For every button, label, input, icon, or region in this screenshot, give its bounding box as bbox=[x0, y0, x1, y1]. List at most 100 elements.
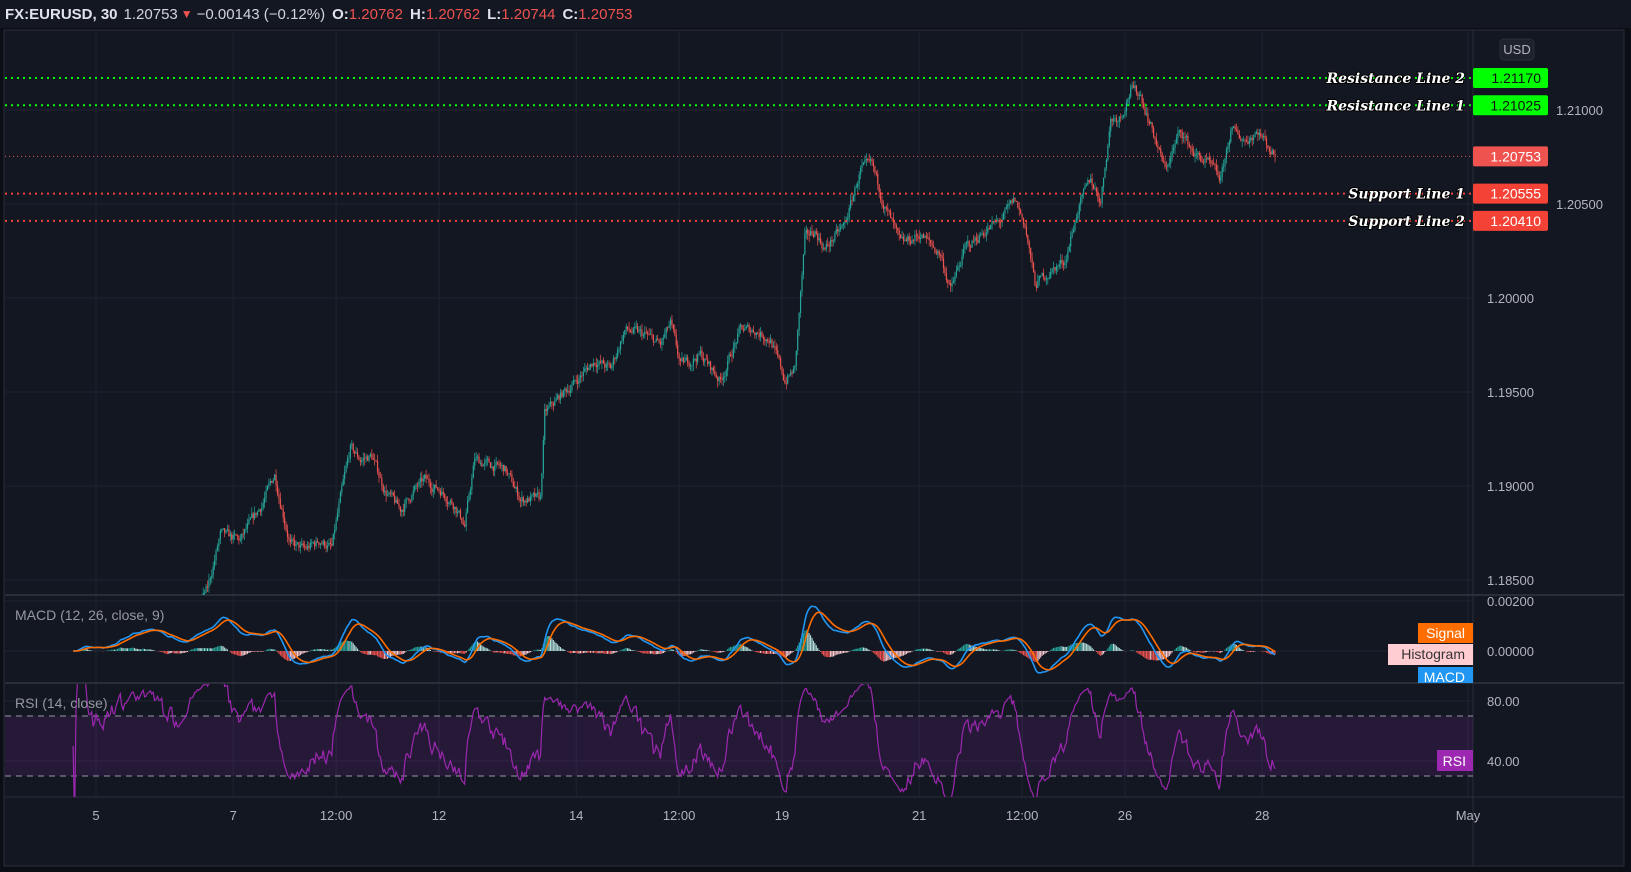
candle-body bbox=[611, 364, 613, 369]
candle-body bbox=[654, 341, 656, 343]
candle-body bbox=[642, 334, 644, 336]
price-tick-label: 1.20500 bbox=[1556, 197, 1603, 212]
candle-body bbox=[246, 523, 249, 529]
candle-body bbox=[761, 331, 763, 337]
candle-body bbox=[1237, 130, 1239, 135]
indicator-tick-label: 40.00 bbox=[1487, 754, 1520, 769]
candle-body bbox=[838, 229, 840, 232]
candle-body bbox=[930, 240, 932, 243]
candle-body bbox=[1157, 145, 1159, 149]
candle-body bbox=[685, 357, 687, 361]
candle-body bbox=[341, 485, 343, 493]
candle-body bbox=[1210, 160, 1212, 162]
candle-body bbox=[488, 458, 490, 463]
rsi-plot bbox=[72, 684, 1276, 797]
candle-body bbox=[245, 528, 247, 530]
macd-tag-label: MACD bbox=[1424, 669, 1465, 685]
candle-body bbox=[1088, 180, 1090, 183]
candle-body bbox=[326, 545, 329, 549]
candle-body bbox=[298, 542, 300, 548]
symbol-header: FX:EURUSD, 30 1.20753 ▼ −0.00143 (−0.12%… bbox=[0, 0, 1631, 28]
candle-body bbox=[1255, 132, 1258, 135]
candle-body bbox=[1037, 280, 1039, 288]
candle-body bbox=[1260, 133, 1262, 137]
candle-body bbox=[1221, 167, 1223, 177]
candle-body bbox=[867, 158, 869, 160]
candle-body bbox=[581, 375, 583, 377]
candle-body bbox=[1115, 118, 1118, 122]
candle-body bbox=[252, 513, 254, 519]
candle-body bbox=[1017, 201, 1019, 208]
candle-body bbox=[604, 363, 606, 368]
candle-body bbox=[1230, 130, 1232, 143]
candle-body bbox=[1108, 131, 1110, 146]
candle-body bbox=[575, 379, 577, 381]
candle-body bbox=[416, 485, 419, 487]
candle-body bbox=[712, 367, 714, 371]
candle-body bbox=[381, 478, 383, 486]
candle-body bbox=[324, 540, 326, 546]
candle-body bbox=[1078, 204, 1080, 215]
candle-body bbox=[371, 454, 373, 458]
candle-body bbox=[254, 512, 256, 519]
candle-body bbox=[214, 560, 216, 567]
candle-body bbox=[375, 460, 377, 462]
candle-body bbox=[891, 218, 893, 219]
support-line-label: Support Line 1 bbox=[1348, 187, 1465, 203]
candle-body bbox=[925, 236, 927, 238]
candle-body bbox=[1051, 268, 1053, 273]
candle-body bbox=[702, 358, 704, 362]
candle-body bbox=[388, 492, 390, 495]
candle-body bbox=[1094, 188, 1096, 190]
candle-body bbox=[395, 499, 397, 503]
candle-body bbox=[511, 474, 513, 483]
candle-body bbox=[1117, 121, 1119, 123]
candle-body bbox=[414, 485, 416, 491]
candle-body bbox=[1228, 142, 1230, 147]
candle-body bbox=[994, 220, 996, 223]
candle-body bbox=[529, 496, 532, 502]
candle-body bbox=[518, 495, 520, 501]
candle-body bbox=[1171, 150, 1173, 157]
candle-body bbox=[278, 494, 280, 499]
candle-body bbox=[471, 478, 473, 490]
candle-body bbox=[1057, 266, 1059, 267]
candle-body bbox=[389, 492, 392, 494]
candle-body bbox=[1141, 94, 1143, 104]
candle-body bbox=[1160, 148, 1162, 154]
candle-body bbox=[1055, 266, 1057, 271]
candle-body bbox=[699, 350, 702, 354]
rsi-tag-label: RSI bbox=[1443, 753, 1466, 769]
candle-body bbox=[1177, 132, 1179, 139]
price-tick-label: 1.21000 bbox=[1556, 103, 1603, 118]
candle-body bbox=[517, 487, 519, 496]
candle-body bbox=[674, 329, 676, 335]
candle-body bbox=[521, 497, 523, 502]
candle-body bbox=[232, 535, 234, 540]
candle-body bbox=[424, 474, 426, 479]
candle-body bbox=[1151, 122, 1153, 128]
candle-body bbox=[821, 242, 823, 249]
candle-body bbox=[834, 233, 836, 241]
currency-button[interactable]: USD bbox=[1499, 38, 1535, 61]
candle-body bbox=[1191, 148, 1193, 152]
candle-body bbox=[824, 248, 826, 250]
candle-body bbox=[466, 500, 469, 513]
candle-body bbox=[1140, 94, 1142, 96]
candle-body bbox=[1067, 251, 1069, 260]
candle-body bbox=[1132, 85, 1135, 88]
rsi-band bbox=[5, 715, 1473, 777]
candle-body bbox=[296, 542, 299, 544]
candle-body bbox=[1231, 127, 1233, 131]
symbol-interval[interactable]: FX:EURUSD, 30 bbox=[5, 5, 118, 23]
candle-body bbox=[1125, 102, 1128, 112]
candle-body bbox=[970, 246, 972, 248]
candle-body bbox=[1131, 85, 1133, 88]
candle-body bbox=[1270, 151, 1272, 155]
candle-body bbox=[452, 503, 454, 510]
candle-body bbox=[461, 517, 463, 524]
candle-body bbox=[1207, 157, 1209, 160]
candle-body bbox=[1040, 275, 1042, 277]
time-tick-label: 26 bbox=[1118, 808, 1132, 823]
